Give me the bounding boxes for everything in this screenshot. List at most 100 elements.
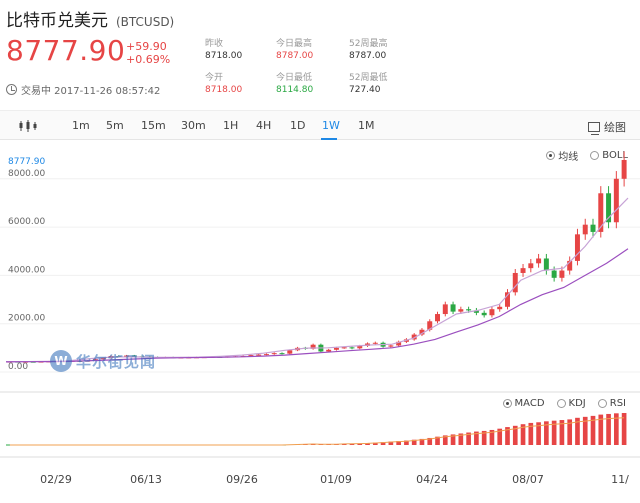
macd-bar <box>505 427 510 445</box>
watermark-text: 华尔街见闻 <box>76 352 157 371</box>
x-tick-label: 08/07 <box>512 473 544 486</box>
stat-value: 8787.00 <box>349 51 387 61</box>
period-tab[interactable]: 1m <box>72 119 90 132</box>
candle-body <box>621 159 627 179</box>
monitor-icon <box>588 122 600 135</box>
macd-bar <box>567 419 573 445</box>
candle-body <box>357 345 363 349</box>
macd-bar <box>489 429 495 445</box>
candle-body <box>473 310 479 313</box>
macd-bar <box>582 416 588 445</box>
kdj-radio[interactable]: KDJ <box>556 398 586 409</box>
macd-radio[interactable]: MACD <box>502 398 545 409</box>
stat-value: 8114.80 <box>276 85 314 95</box>
instrument-code: (BTCUSD) <box>116 15 175 29</box>
macd-label: MACD <box>514 398 545 409</box>
stat-value: 8787.00 <box>276 51 314 61</box>
last-price-label: 8777.90 <box>8 157 45 167</box>
macd-bar <box>559 420 565 445</box>
candle-body <box>598 193 604 232</box>
candle-body <box>427 321 433 330</box>
clock-icon <box>6 84 17 95</box>
macd-bar <box>551 420 557 445</box>
candle-body <box>606 193 612 223</box>
candle-body <box>466 309 472 311</box>
x-tick-label: 01/09 <box>320 473 352 486</box>
macd-bar <box>544 421 549 445</box>
candle-body <box>512 272 518 293</box>
stat-day-high: 今日最高 8787.00 <box>276 38 313 62</box>
candle-body <box>131 355 137 357</box>
indicator-selector: MACD KDJ RSI <box>502 398 626 409</box>
candlestick-type-icon[interactable] <box>18 120 38 132</box>
macd-signal-line <box>9 417 625 446</box>
candle-body <box>396 341 402 346</box>
macd-bar <box>458 433 464 445</box>
candle-body <box>582 224 588 235</box>
watermark: W 华尔街见闻 <box>50 350 156 372</box>
candle-body <box>248 355 254 357</box>
price-change: +59.90 +0.69% <box>126 40 170 66</box>
period-tab[interactable]: 5m <box>106 119 124 132</box>
rsi-radio[interactable]: RSI <box>597 398 626 409</box>
draw-button[interactable]: 绘图 <box>588 119 626 135</box>
macd-bar <box>435 436 440 445</box>
x-tick-label: 11/ <box>611 473 629 486</box>
overlay-selector: 均线 BOLL <box>546 148 628 163</box>
trade-status: 交易中 2017-11-26 08:57:42 <box>6 82 160 97</box>
boll-label: BOLL <box>602 150 628 161</box>
macd-bar <box>621 413 627 445</box>
y-tick-label: 2000.00 <box>8 314 45 324</box>
period-tab[interactable]: 15m <box>141 119 166 132</box>
radio-selected-icon <box>546 151 556 160</box>
candle-body <box>287 350 293 354</box>
instrument-title: 比特币兑美元 (BTCUSD) <box>6 6 174 31</box>
candle-body <box>411 334 417 340</box>
boll-radio[interactable]: BOLL <box>590 148 628 163</box>
radio-icon <box>597 399 607 408</box>
candle-body <box>435 314 441 322</box>
candle-body <box>567 260 573 271</box>
stat-label: 今日最高 <box>276 39 313 49</box>
macd-bar <box>404 440 409 445</box>
candle-body <box>481 312 487 316</box>
candle-body <box>590 224 596 232</box>
draw-label: 绘图 <box>604 121 626 134</box>
candle-body <box>559 270 565 278</box>
stat-52w-high: 52周最高 8787.00 <box>349 38 387 62</box>
candle-body <box>341 347 347 349</box>
macd-bar <box>427 437 433 445</box>
stat-value: 8718.00 <box>205 51 243 61</box>
period-tab-active[interactable]: 1W <box>322 119 340 132</box>
period-tab[interactable]: 30m <box>181 119 206 132</box>
x-tick-label: 02/29 <box>40 473 72 486</box>
ma-label: 均线 <box>558 152 579 163</box>
period-tab[interactable]: 4H <box>256 119 272 132</box>
stat-label: 今日最低 <box>276 73 313 83</box>
macd-bar <box>442 435 448 445</box>
macd-bar <box>372 442 378 445</box>
macd-bar <box>536 422 541 445</box>
period-tab[interactable]: 1H <box>223 119 239 132</box>
candle-body <box>497 306 503 310</box>
stat-value: 727.40 <box>349 85 381 95</box>
stat-prev-close: 昨收 8718.00 <box>205 38 242 62</box>
ma-radio[interactable]: 均线 <box>546 148 578 163</box>
macd-bar <box>380 442 386 445</box>
candle-body <box>504 292 510 307</box>
candle-body <box>326 349 332 352</box>
candle-body <box>310 344 316 349</box>
candle-body <box>528 263 534 269</box>
y-tick-label: 6000.00 <box>8 217 45 227</box>
macd-bar <box>466 432 471 445</box>
y-tick-label: 8000.00 <box>8 169 45 179</box>
ma-long-line <box>5 248 629 363</box>
period-tab[interactable]: 1D <box>290 119 306 132</box>
period-tab[interactable]: 1M <box>358 119 375 132</box>
ma-short-line <box>6 197 629 363</box>
rsi-label: RSI <box>609 398 626 409</box>
stat-52w-low: 52周最低 727.40 <box>349 72 387 96</box>
macd-bar <box>575 417 580 445</box>
candle-body <box>442 304 448 315</box>
